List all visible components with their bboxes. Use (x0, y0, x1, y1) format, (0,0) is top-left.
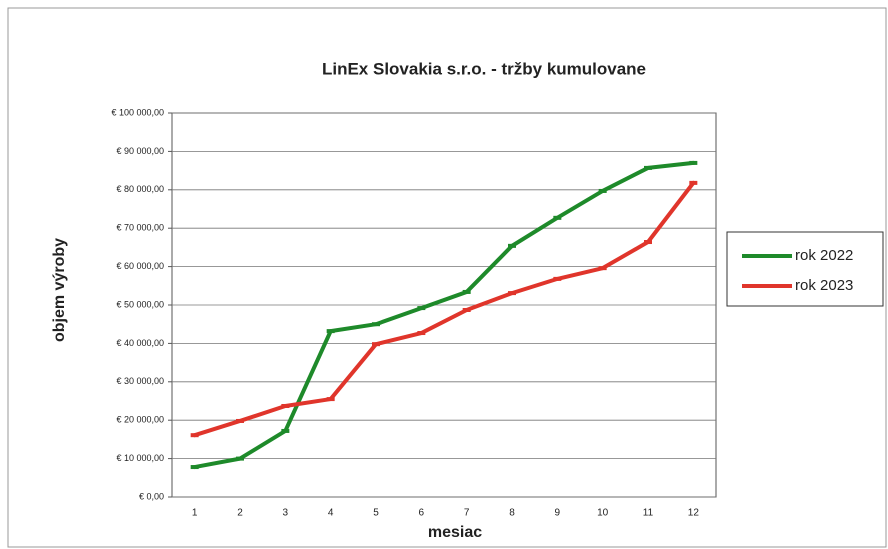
point-marker (598, 266, 607, 271)
point-marker (326, 329, 335, 334)
point-marker (281, 428, 290, 433)
point-marker (236, 456, 244, 461)
y-tick-label: € 90 000,00 (116, 146, 164, 156)
point-marker (417, 331, 426, 336)
x-tick-label: 5 (373, 508, 379, 519)
y-axis-label: objem výroby (51, 238, 68, 342)
series-line (192, 180, 696, 438)
x-tick-label: 7 (464, 508, 470, 519)
x-tick-label: 11 (643, 508, 654, 519)
y-tick-label: € 60 000,00 (116, 261, 164, 271)
point-marker (689, 180, 698, 185)
point-marker (462, 289, 471, 294)
y-tick-label: € 100 000,00 (111, 107, 164, 117)
point-marker (462, 307, 471, 312)
point-marker (190, 465, 199, 470)
point-marker (281, 403, 290, 408)
y-tick-label: € 10 000,00 (116, 453, 164, 463)
x-axis-label: mesiac (428, 524, 482, 541)
x-tick-label: 4 (328, 508, 334, 519)
y-tick-label: € 50 000,00 (116, 299, 164, 309)
point-marker (372, 342, 380, 347)
x-tick-label: 12 (688, 508, 700, 519)
point-marker (689, 160, 698, 165)
y-tick-label: € 80 000,00 (116, 184, 164, 194)
point-marker (553, 276, 562, 281)
point-marker (644, 240, 652, 245)
point-marker (190, 433, 199, 438)
point-marker (236, 418, 244, 423)
x-tick-label: 6 (419, 508, 425, 519)
point-marker (553, 215, 562, 220)
x-tick-label: 2 (237, 508, 243, 519)
y-tick-label: € 30 000,00 (116, 376, 164, 386)
legend (726, 231, 884, 307)
x-tick-label: 1 (192, 508, 198, 519)
point-marker (508, 243, 516, 248)
y-tick-label: € 20 000,00 (116, 415, 164, 425)
y-tick-label: € 40 000,00 (116, 338, 164, 348)
y-tick-label: € 0,00 (139, 491, 164, 501)
point-marker (644, 165, 652, 170)
point-marker (417, 306, 426, 311)
point-marker (598, 188, 607, 193)
legend-label: rok 2023 (795, 277, 853, 294)
x-tick-label: 8 (509, 508, 515, 519)
point-marker (372, 322, 380, 327)
point-marker (326, 397, 335, 402)
x-tick-label: 3 (283, 508, 289, 519)
x-tick-label: 9 (555, 508, 561, 519)
y-tick-label: € 70 000,00 (116, 223, 164, 233)
legend-label: rok 2022 (795, 247, 853, 264)
x-tick-label: 10 (597, 508, 609, 519)
series-line (192, 160, 696, 470)
point-marker (508, 291, 516, 296)
chart-title: LinEx Slovakia s.r.o. - tržby kumulovane (322, 59, 646, 78)
